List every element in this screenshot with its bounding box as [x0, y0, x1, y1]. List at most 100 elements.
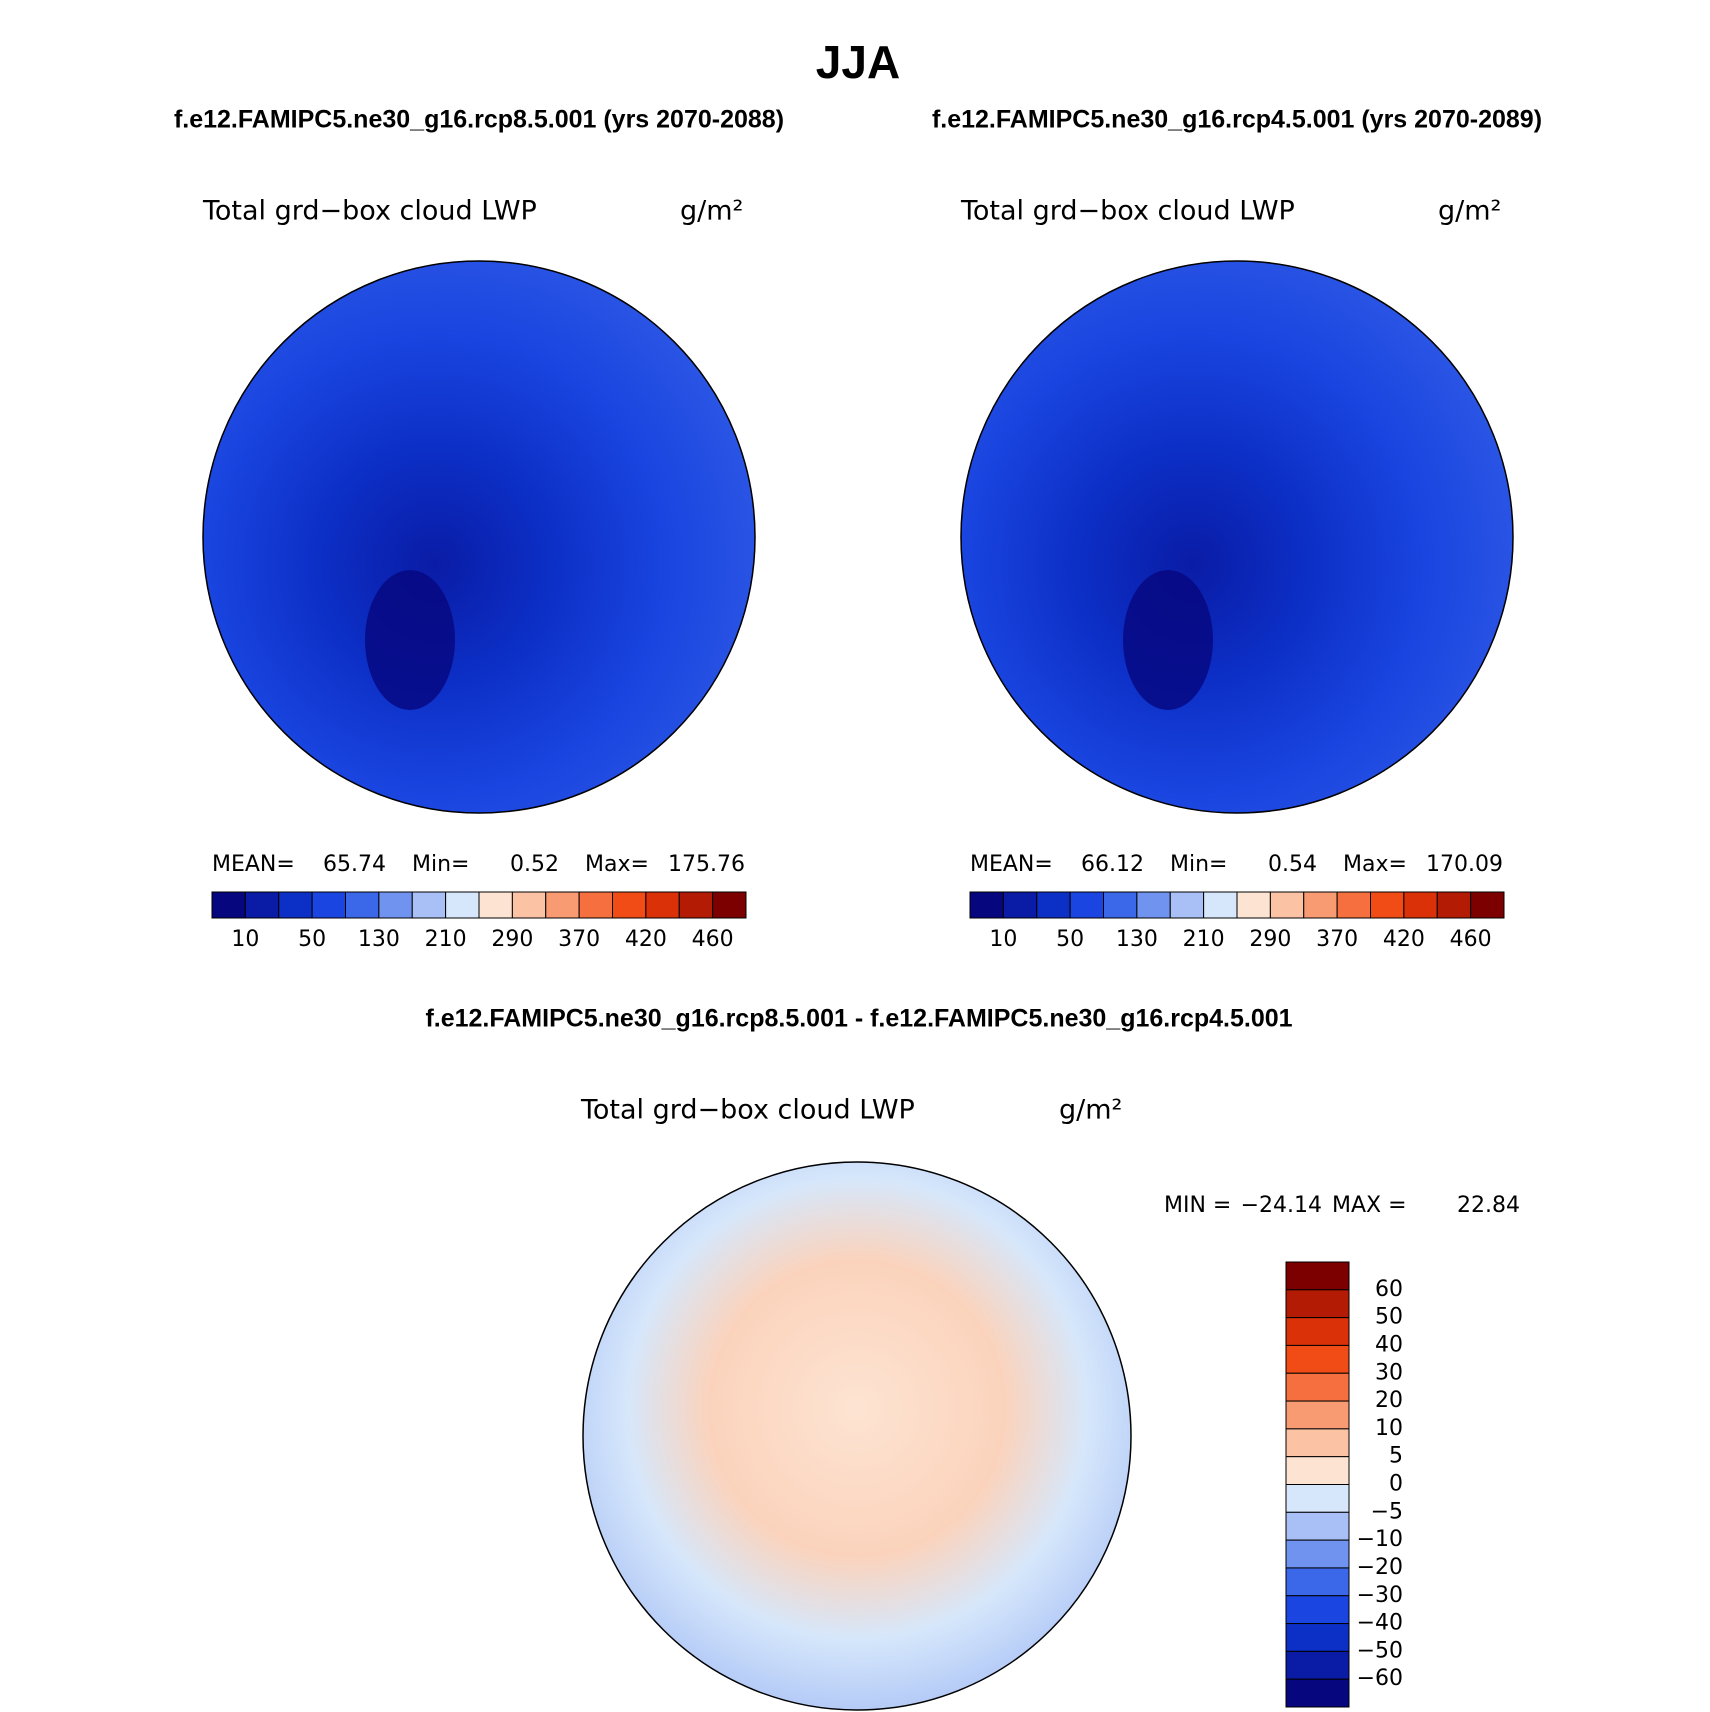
colorbar-label: 210 — [1183, 927, 1225, 952]
stat-label: MIN = — [1164, 1193, 1231, 1218]
colorbar-label: 30 — [1375, 1360, 1403, 1385]
colorbar-box — [244, 891, 280, 919]
units: g/m² — [680, 196, 743, 227]
colorbar-box — [445, 891, 480, 919]
stat-label: MAX = — [1332, 1193, 1407, 1218]
colorbar-label: 460 — [692, 927, 734, 952]
colorbar-box — [1169, 891, 1205, 919]
colorbar-box — [1285, 1650, 1350, 1680]
colorbar-box — [1336, 891, 1371, 919]
polar-map — [960, 260, 1514, 814]
polar-map — [202, 260, 756, 814]
colorbar-box — [969, 891, 1004, 919]
colorbar-box — [1370, 891, 1405, 919]
colorbar-box — [1285, 1261, 1350, 1291]
colorbar-box — [478, 891, 513, 919]
colorbar-box — [1285, 1511, 1350, 1541]
colorbar-box — [612, 891, 647, 919]
colorbar-label: 130 — [358, 927, 400, 952]
stat-value: 0.54 — [1268, 852, 1317, 877]
stat-value: 175.76 — [668, 852, 745, 877]
colorbar-box — [1285, 1428, 1350, 1458]
stat-label: Min= — [412, 852, 469, 877]
stat-value: −24.14 — [1241, 1193, 1322, 1218]
colorbar-box — [1285, 1456, 1350, 1485]
units: g/m² — [1438, 196, 1501, 227]
stat-label: Min= — [1170, 852, 1227, 877]
colorbar-label: 10 — [231, 927, 259, 952]
colorbar-box — [1285, 1372, 1350, 1402]
colorbar-box — [1285, 1400, 1350, 1430]
stat-value: 0.52 — [510, 852, 559, 877]
stat-value: 66.12 — [1081, 852, 1144, 877]
colorbar-label: 370 — [1316, 927, 1358, 952]
colorbar-box — [1285, 1289, 1350, 1319]
colorbar-box — [1036, 891, 1071, 919]
colorbar-box — [1002, 891, 1038, 919]
colorbar-box — [1285, 1623, 1350, 1652]
variable-name: Total grd−box cloud LWP — [960, 196, 1295, 227]
variable-name: Total grd−box cloud LWP — [580, 1095, 915, 1126]
stat-value: 170.09 — [1426, 852, 1503, 877]
colorbar-box — [1285, 1595, 1350, 1625]
colorbar-box — [378, 891, 413, 919]
colorbar-label: 290 — [1249, 927, 1291, 952]
colorbar-box — [278, 891, 313, 919]
colorbar-label: −10 — [1357, 1527, 1403, 1552]
colorbar-label: 5 — [1389, 1444, 1403, 1469]
colorbar-label: 20 — [1375, 1388, 1403, 1413]
colorbar-label: 60 — [1375, 1277, 1403, 1302]
colorbar-box — [345, 891, 380, 919]
variable-name: Total grd−box cloud LWP — [202, 196, 537, 227]
map-region — [1123, 570, 1213, 710]
units: g/m² — [1059, 1095, 1122, 1126]
panel-subtitle: f.e12.FAMIPC5.ne30_g16.rcp4.5.001 (yrs 2… — [932, 106, 1542, 134]
colorbar-label: 10 — [989, 927, 1017, 952]
colorbar-label: 290 — [491, 927, 533, 952]
colorbar-box — [1203, 891, 1238, 919]
stat-label: Max= — [585, 852, 649, 877]
colorbar-box — [1436, 891, 1472, 919]
stat-value: 22.84 — [1457, 1193, 1520, 1218]
colorbar-box — [1285, 1567, 1350, 1597]
colorbar-label: 420 — [625, 927, 667, 952]
colorbar-box — [1269, 891, 1305, 919]
map-region — [365, 570, 455, 710]
stat-label: MEAN= — [970, 852, 1053, 877]
colorbar-label: 40 — [1375, 1332, 1403, 1357]
colorbar-box — [1285, 1344, 1350, 1374]
colorbar-box — [1103, 891, 1138, 919]
polar-map — [582, 1161, 1132, 1711]
colorbar-box — [311, 891, 346, 919]
panel-subtitle: f.e12.FAMIPC5.ne30_g16.rcp8.5.001 (yrs 2… — [174, 106, 784, 134]
colorbar-box — [712, 891, 747, 919]
colorbar-label: 370 — [558, 927, 600, 952]
colorbar-box — [578, 891, 613, 919]
colorbar-label: 50 — [1056, 927, 1084, 952]
colorbar-box — [1236, 891, 1271, 919]
colorbar-label: 460 — [1450, 927, 1492, 952]
maps — [202, 260, 1514, 1711]
colorbar-box — [645, 891, 680, 919]
colorbar-label: −60 — [1357, 1666, 1403, 1691]
colorbar-box — [1285, 1317, 1350, 1346]
colorbar-label: 50 — [1375, 1305, 1403, 1330]
stat-value: 65.74 — [323, 852, 386, 877]
colorbar-box — [1136, 891, 1171, 919]
colorbar-box — [678, 891, 714, 919]
colorbar-box — [1403, 891, 1438, 919]
colorbar-label: 10 — [1375, 1416, 1403, 1441]
colorbar-box — [1069, 891, 1104, 919]
colorbar-label: 420 — [1383, 927, 1425, 952]
colorbar-box — [1285, 1539, 1350, 1569]
colorbar-box — [211, 891, 246, 919]
colorbar-label: −20 — [1357, 1555, 1403, 1580]
colorbar-label: 210 — [425, 927, 467, 952]
colorbar-label: 130 — [1116, 927, 1158, 952]
colorbar-box — [1285, 1678, 1350, 1708]
diff-subtitle: f.e12.FAMIPC5.ne30_g16.rcp8.5.001 - f.e1… — [425, 1005, 1292, 1033]
stat-label: MEAN= — [212, 852, 295, 877]
colorbar-box — [511, 891, 547, 919]
colorbar-label: 0 — [1389, 1472, 1403, 1497]
